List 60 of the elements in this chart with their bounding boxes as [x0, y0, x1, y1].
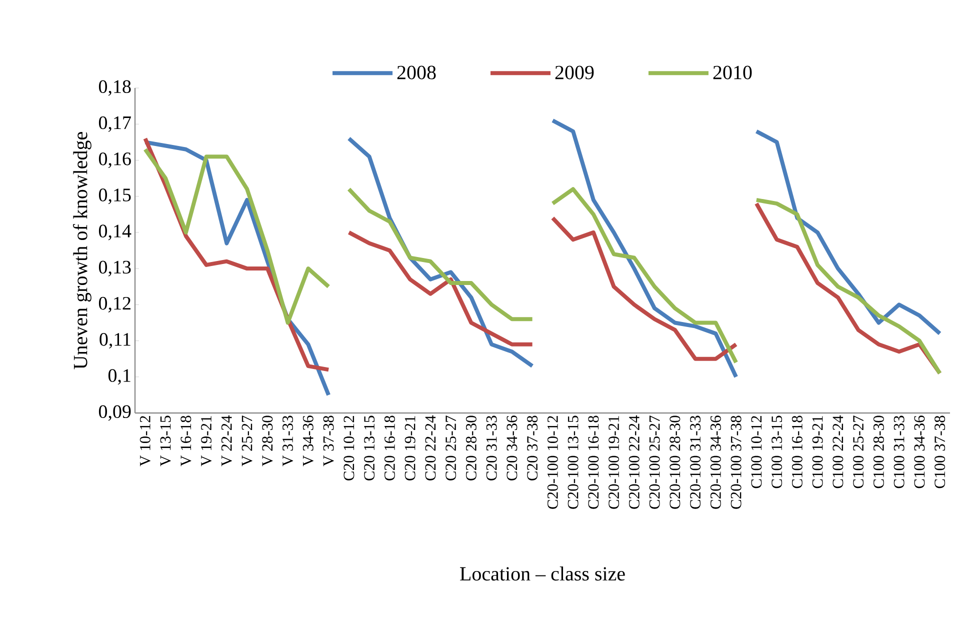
- x-tick-label: C100 22-24: [832, 415, 844, 488]
- y-tick-label: 0,1: [108, 369, 130, 385]
- x-tick-label: C20-100 37-38: [730, 416, 742, 509]
- y-tick-label: 0,15: [98, 188, 131, 204]
- x-tick-label: V 13-15: [160, 416, 171, 466]
- x-tick-label: V 10-12: [140, 416, 150, 466]
- x-tick-label: V 16-18: [180, 416, 192, 466]
- x-tick-label: C20 13-15: [364, 416, 375, 480]
- y-tick-label: 0,11: [100, 332, 130, 349]
- x-tick-label: C20-100 19-21: [608, 416, 620, 509]
- line-series: [550, 187, 738, 364]
- y-axis-title: Uneven growth of knowledge: [72, 132, 92, 370]
- x-tick-label: C20-100 16-18: [588, 416, 599, 509]
- x-tick-label: C20 16-18: [384, 416, 395, 480]
- x-tick-label: C20-100 22-24: [628, 415, 640, 509]
- x-tick-label: V 28-30: [262, 416, 273, 466]
- x-tick-label: C20 22-24: [425, 415, 436, 480]
- y-tick-label: 0,18: [98, 80, 131, 96]
- x-tick-label: V 37-38: [323, 416, 334, 466]
- x-tick-label: C20 10-12: [344, 416, 354, 480]
- x-tick-label: C100 13-15: [772, 416, 782, 488]
- y-tick-label: 0,16: [98, 152, 131, 168]
- x-axis-title: Location – class size: [460, 566, 625, 581]
- x-tick-label: C20 31-33: [486, 416, 497, 480]
- x-tick-label: C20 19-21: [404, 416, 416, 480]
- legend-label: 2008: [397, 66, 436, 80]
- line-series: [346, 187, 534, 322]
- x-tick-label: C20-100 10-12: [547, 416, 558, 509]
- line-series: [550, 118, 738, 379]
- x-tick-label: V 34-36: [302, 416, 314, 466]
- x-tick-label: C100 28-30: [873, 416, 884, 488]
- x-tick-label: C100 19-21: [812, 416, 823, 488]
- line-series: [550, 216, 738, 361]
- x-tick-label: C20-100 13-15: [568, 416, 578, 509]
- x-tick-label: V 22-24: [221, 415, 232, 466]
- y-tick-label: 0,13: [98, 260, 131, 276]
- y-tick-label: 0,12: [98, 296, 130, 312]
- x-tick-label: C20 34-36: [506, 416, 518, 480]
- y-tick-label: 0,17: [98, 116, 131, 132]
- x-tick-label: C100 31-33: [894, 416, 904, 488]
- x-tick-label: C20-100 31-33: [690, 416, 701, 509]
- x-tick-label: C20 37-38: [527, 416, 538, 480]
- x-tick-label: C20 28-30: [466, 416, 476, 480]
- legend-label: 2010: [713, 66, 752, 80]
- x-tick-label: C100 10-12: [751, 416, 762, 488]
- x-tick-label: C20 25-27: [446, 416, 456, 480]
- x-tick-label: C100 37-38: [934, 416, 946, 488]
- x-tick-label: V 31-33: [282, 416, 294, 466]
- x-tick-label: C20-100 28-30: [670, 416, 680, 509]
- y-tick-label: 0,14: [98, 224, 132, 240]
- x-tick-label: C20-100 34-36: [710, 416, 721, 509]
- x-tick-label: C100 34-36: [914, 416, 925, 488]
- legend-label: 2009: [555, 66, 594, 80]
- y-tick-label: 0,09: [98, 405, 131, 421]
- x-tick-label: C20-100 25-27: [649, 416, 660, 509]
- x-tick-label: C100 25-27: [853, 416, 864, 488]
- x-tick-label: V 19-21: [201, 416, 212, 466]
- line-series: [143, 147, 331, 325]
- x-tick-label: C100 16-18: [792, 416, 802, 488]
- x-tick-label: V 25-27: [242, 416, 252, 466]
